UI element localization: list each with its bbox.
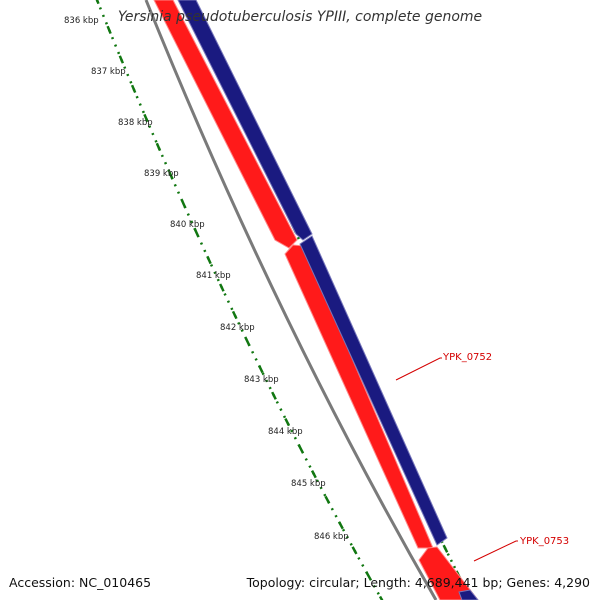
kbp-label-839: 839 kbp <box>144 169 179 179</box>
ruler-tick-mark <box>130 84 137 94</box>
ruler-tick-mark <box>297 444 304 453</box>
kbp-label-843: 843 kbp <box>244 375 279 385</box>
gene-label-ypk-0752: YPK_0752 <box>442 352 492 363</box>
ruler-tick-mark <box>257 364 264 374</box>
kbp-label-844: 844 kbp <box>268 427 303 437</box>
genome-backbone <box>144 0 438 600</box>
ruler-tick-mark <box>106 25 112 35</box>
gene-label-ypk-0753: YPK_0753 <box>519 536 569 547</box>
gene-forward-1 <box>177 0 313 241</box>
kbp-labels: 836 kbp 837 kbp 838 kbp 839 kbp 840 kbp … <box>64 16 349 542</box>
ruler-tick-mark <box>155 142 162 152</box>
forward-strand-track <box>177 0 479 600</box>
kbp-label-836: 836 kbp <box>64 16 99 26</box>
gene-reverse-2 <box>284 244 434 549</box>
kbp-label-838: 838 kbp <box>118 118 153 128</box>
ruler-major-ticks <box>95 0 384 600</box>
ruler-tick-mark <box>143 113 149 123</box>
ruler-tick-mark <box>168 171 174 180</box>
accession-text: Accession: NC_010465 <box>9 575 152 590</box>
ruler-tick-mark <box>337 521 344 530</box>
kbp-label-842: 842 kbp <box>220 323 255 333</box>
outer-tick-mark <box>442 544 449 553</box>
ruler-tick-mark <box>180 199 187 209</box>
kbp-ruler <box>95 0 384 600</box>
ruler-tick-mark <box>231 310 238 320</box>
gene-forward-3 <box>458 589 479 600</box>
ruler-tick-mark <box>310 470 317 479</box>
ruler-tick-mark <box>244 338 251 347</box>
gene-reverse-3 <box>418 546 479 600</box>
ruler-tick-mark <box>271 391 277 400</box>
ruler-tick-mark <box>219 283 225 292</box>
ruler-tick-mark <box>118 55 125 64</box>
gene-reverse-1 <box>153 0 298 249</box>
reverse-strand-track <box>153 0 479 600</box>
ruler-tick-mark <box>193 227 200 237</box>
ruler-tick-mark <box>365 571 372 580</box>
kbp-label-841: 841 kbp <box>196 271 231 281</box>
kbp-label-845: 845 kbp <box>291 479 326 489</box>
callout-line-ypk-0753 <box>473 540 518 562</box>
ruler-tick-mark <box>95 0 100 5</box>
ruler-tick-mark <box>351 546 358 555</box>
ruler-tick-mark <box>206 255 212 265</box>
ruler-tick-mark <box>378 595 384 600</box>
genome-title: Yersinia pseudotuberculosis YPIII, compl… <box>117 9 483 25</box>
callout-line-ypk-0752 <box>395 357 442 381</box>
ruler-tick-mark <box>324 495 331 504</box>
gene-forward-2 <box>299 235 448 546</box>
genome-stats-text: Topology: circular; Length: 4,689,441 bp… <box>246 575 590 590</box>
kbp-label-840: 840 kbp <box>170 220 205 230</box>
kbp-label-846: 846 kbp <box>314 532 349 542</box>
gene-callouts: YPK_0752 YPK_0753 <box>395 352 569 562</box>
kbp-label-837: 837 kbp <box>91 67 126 77</box>
ruler-tick-mark <box>284 417 291 427</box>
